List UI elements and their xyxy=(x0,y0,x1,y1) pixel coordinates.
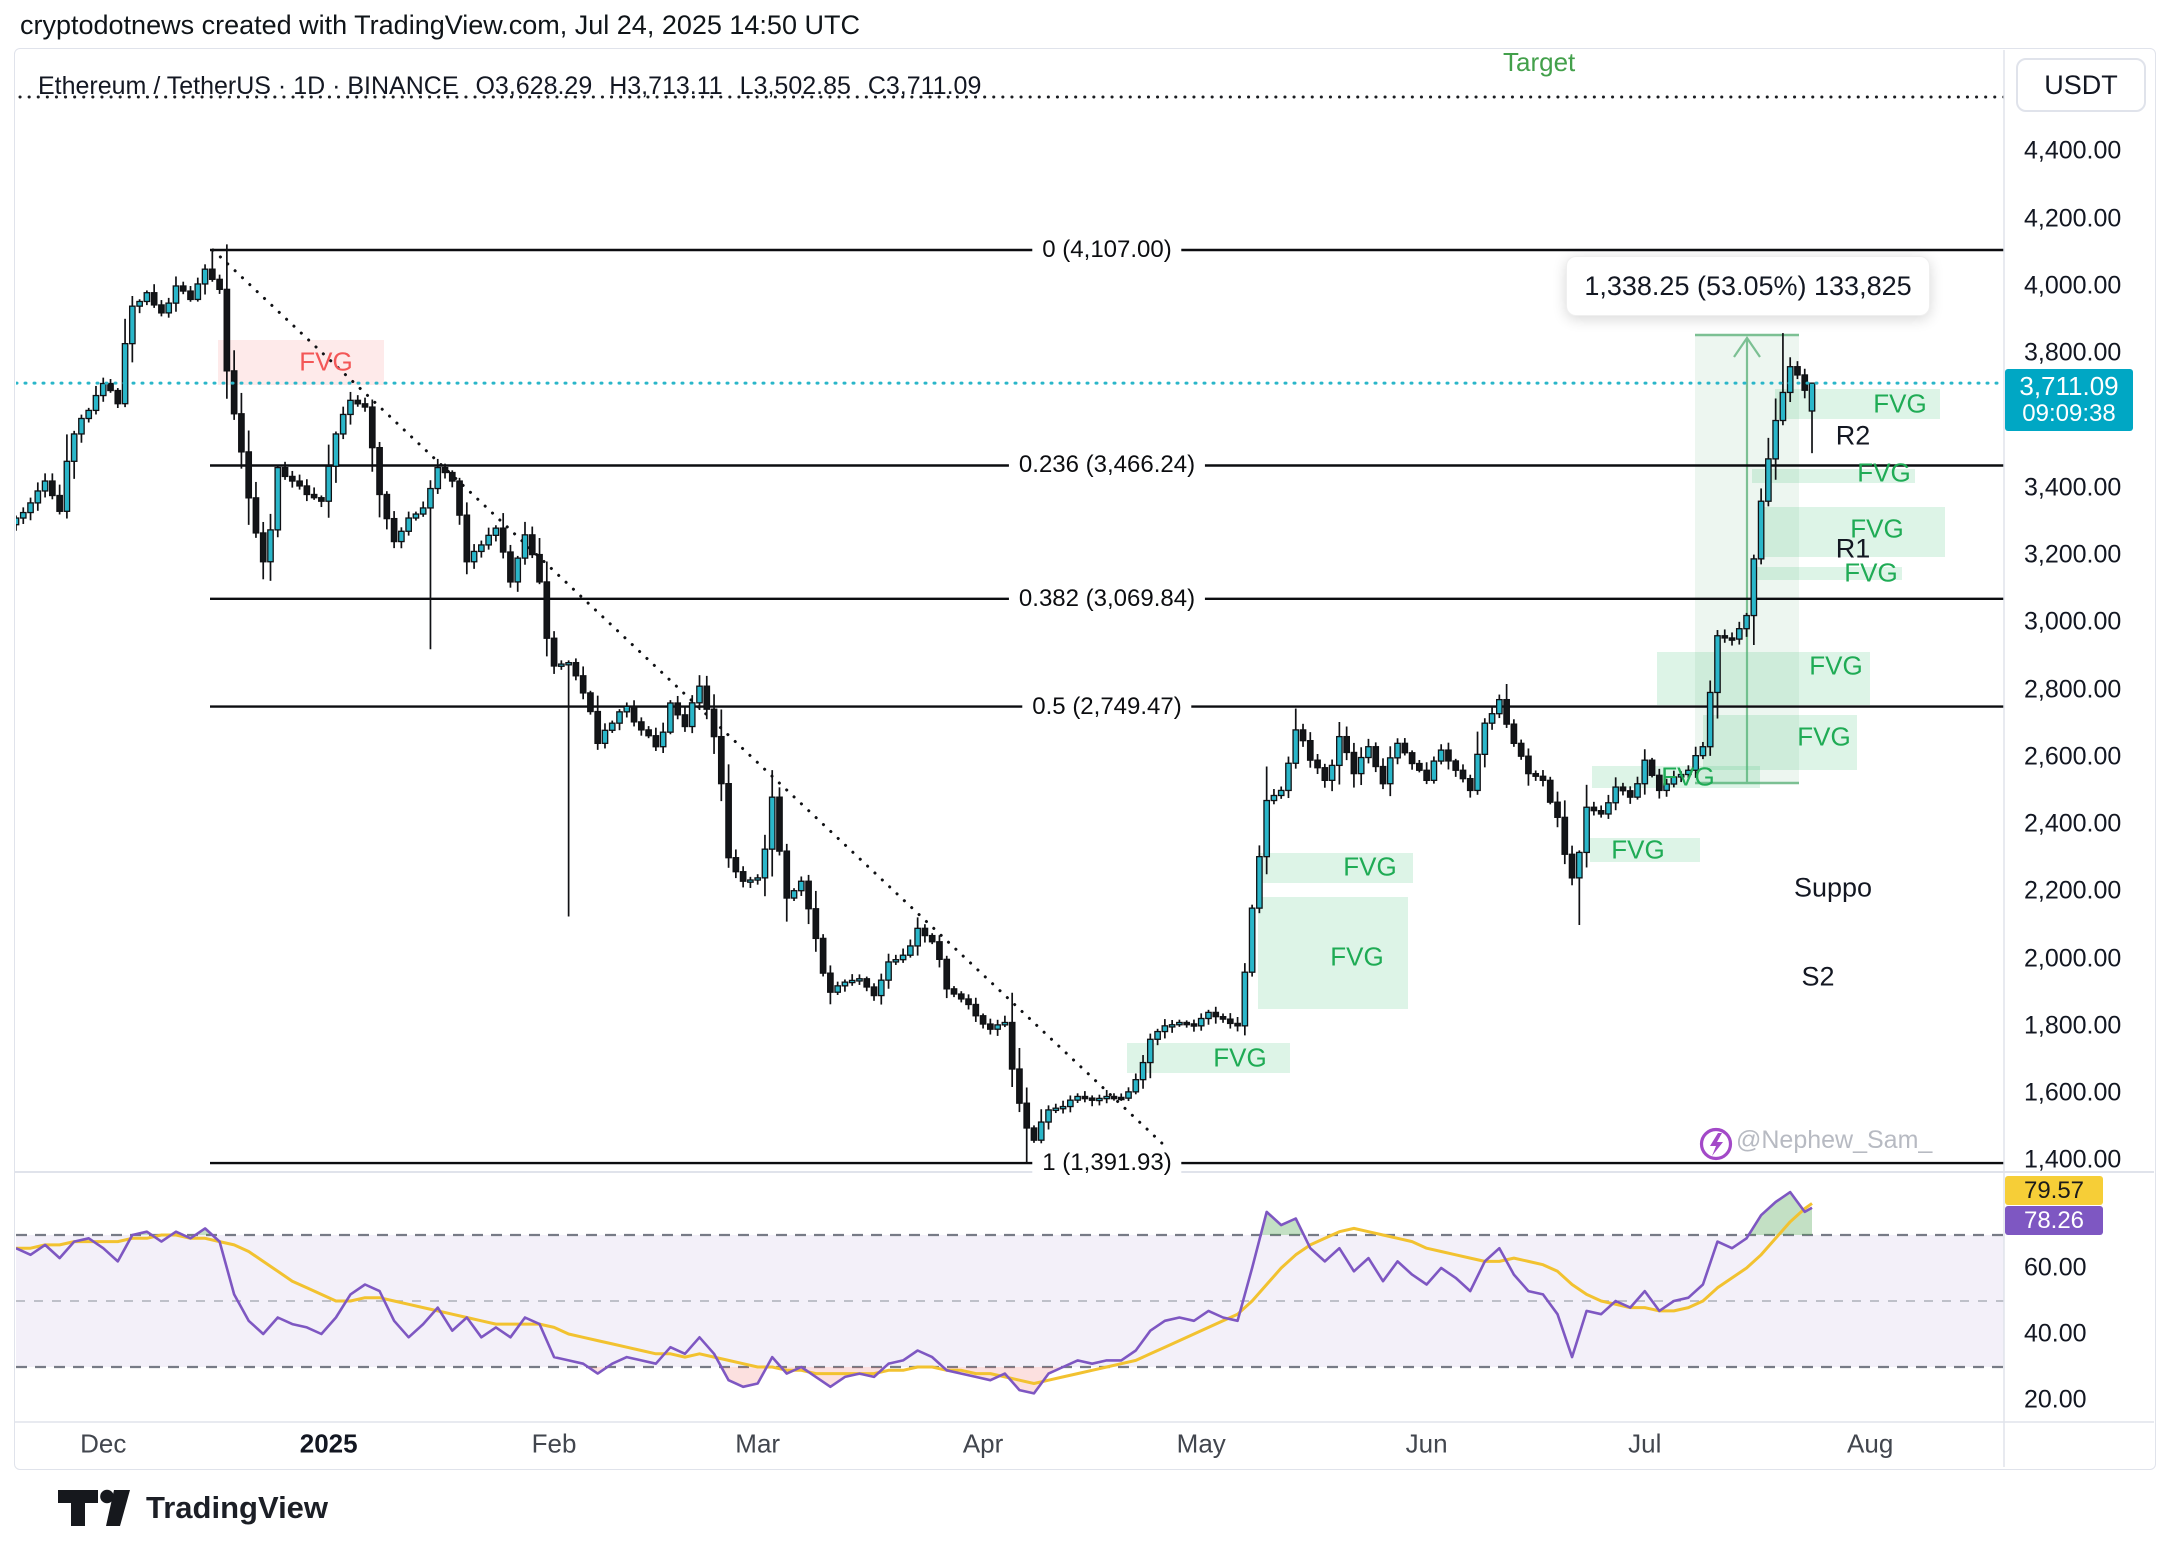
chart-frame xyxy=(14,48,2156,1470)
tradingview-logo[interactable]: TradingView xyxy=(56,1488,328,1528)
tradingview-logo-text: TradingView xyxy=(146,1490,329,1525)
page-title: cryptodotnews created with TradingView.c… xyxy=(20,10,860,40)
tradingview-logo-icon xyxy=(58,1489,130,1526)
